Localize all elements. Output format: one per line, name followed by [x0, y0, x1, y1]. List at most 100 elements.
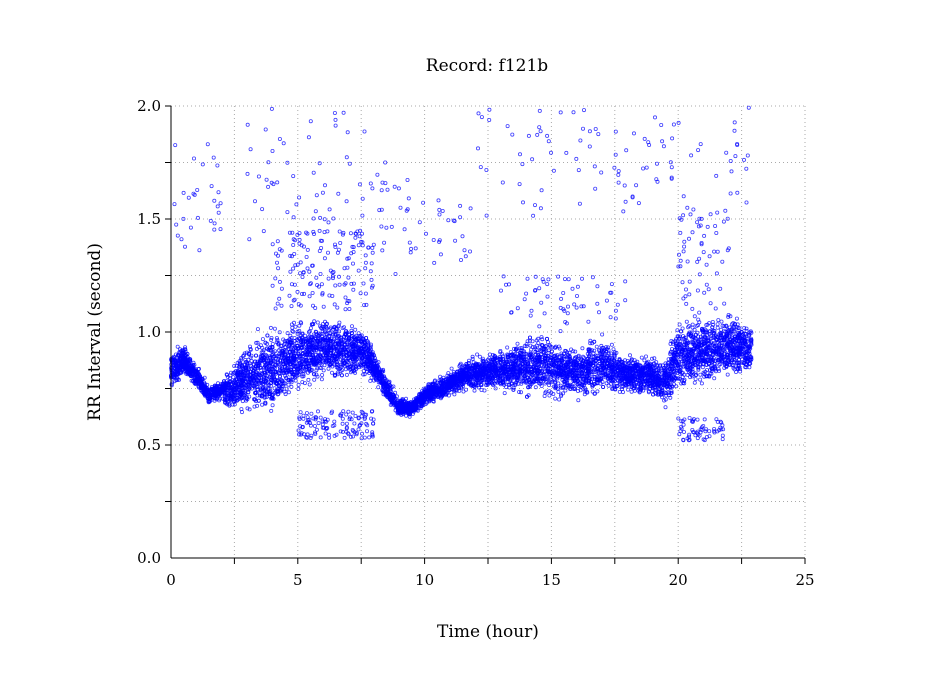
- data-point: [719, 319, 724, 324]
- data-point: [693, 371, 698, 376]
- data-point: [247, 407, 252, 412]
- data-point: [254, 346, 259, 351]
- data-point: [612, 351, 617, 356]
- data-point: [245, 406, 250, 411]
- data-point: [281, 337, 286, 342]
- data-point: [309, 368, 314, 373]
- data-point: [692, 314, 697, 319]
- data-point: [693, 377, 698, 382]
- data-point: [674, 384, 679, 389]
- data-point: [644, 386, 649, 391]
- data-point: [269, 337, 274, 342]
- data-point: [314, 372, 319, 377]
- data-point: [297, 328, 302, 333]
- data-point: [515, 341, 520, 346]
- data-point: [336, 333, 341, 338]
- data-point: [285, 331, 290, 336]
- data-point: [269, 335, 274, 340]
- data-point: [272, 326, 277, 331]
- data-point: [268, 325, 273, 330]
- data-point: [734, 316, 739, 321]
- data-point: [650, 356, 655, 361]
- data-point: [306, 377, 311, 382]
- grid: [171, 105, 806, 558]
- data-point: [320, 372, 325, 377]
- data-point: [260, 337, 265, 342]
- data-point: [326, 366, 331, 371]
- data-point: [611, 347, 616, 352]
- data-point: [286, 390, 291, 395]
- data-point: [698, 372, 703, 377]
- data-point: [696, 334, 701, 339]
- data-point: [669, 389, 674, 394]
- data-point: [580, 346, 585, 351]
- data-point: [477, 354, 482, 359]
- data-point: [719, 327, 724, 332]
- data-point: [376, 385, 381, 390]
- data-point: [588, 338, 593, 343]
- data-point: [594, 344, 599, 349]
- data-point: [270, 403, 275, 408]
- data-point: [555, 353, 560, 358]
- data-point: [470, 354, 475, 359]
- data-point: [482, 388, 487, 393]
- data-point: [525, 339, 530, 344]
- data-point: [505, 345, 510, 350]
- data-point: [604, 381, 609, 386]
- data-point: [472, 388, 477, 393]
- data-point: [715, 325, 720, 330]
- data-point: [547, 393, 552, 398]
- data-point: [591, 351, 596, 356]
- data-point: [254, 340, 259, 345]
- data-point: [697, 310, 702, 315]
- data-point: [312, 377, 317, 382]
- data-point: [269, 408, 274, 413]
- data-point: [600, 332, 605, 337]
- data-point: [493, 386, 498, 391]
- data-point: [239, 410, 244, 415]
- data-point: [344, 372, 349, 377]
- data-point: [696, 366, 701, 371]
- data-point: [546, 350, 551, 355]
- data-point: [461, 389, 466, 394]
- data-point: [519, 381, 524, 386]
- data-point: [716, 318, 721, 323]
- data-point: [533, 345, 538, 350]
- data-point: [249, 358, 254, 363]
- data-point: [296, 382, 301, 387]
- data-point: [536, 336, 541, 341]
- data-point: [452, 392, 457, 397]
- data-point: [299, 321, 304, 326]
- data-point: [307, 382, 312, 387]
- data-point: [476, 385, 481, 390]
- data-point: [692, 327, 697, 332]
- data-point: [290, 325, 295, 330]
- data-point: [329, 370, 334, 375]
- data-point: [353, 327, 358, 332]
- data-point: [449, 366, 454, 371]
- data-point: [712, 376, 717, 381]
- data-point: [628, 353, 633, 358]
- data-point: [296, 386, 301, 391]
- data-point: [475, 352, 480, 357]
- data-point: [337, 329, 342, 334]
- data-point: [606, 383, 611, 388]
- data-point: [315, 320, 320, 325]
- data-point: [260, 402, 265, 407]
- data-point: [247, 361, 252, 366]
- data-points: [168, 105, 754, 443]
- data-point: [293, 324, 298, 329]
- data-point: [502, 391, 507, 396]
- data-point: [639, 355, 644, 360]
- data-point: [684, 319, 689, 324]
- data-point: [293, 378, 298, 383]
- data-point: [556, 389, 561, 394]
- data-point: [690, 374, 695, 379]
- data-point: [349, 324, 354, 329]
- data-point: [612, 383, 617, 388]
- data-point: [183, 345, 188, 350]
- data-point: [524, 351, 529, 356]
- data-point: [524, 344, 529, 349]
- data-point: [595, 389, 600, 394]
